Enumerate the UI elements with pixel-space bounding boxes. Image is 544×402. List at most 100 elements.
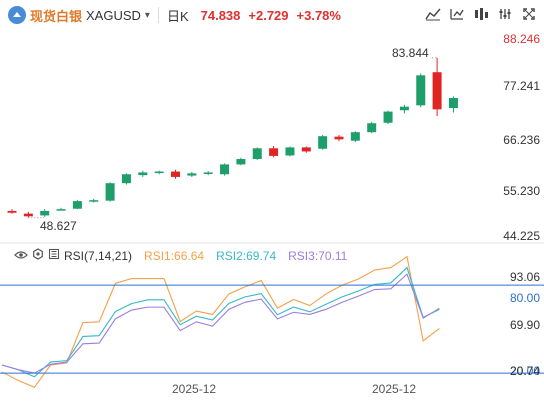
candle-body (318, 136, 328, 149)
rsi-axis-label: 80.00 (509, 291, 540, 305)
date-axis-label: 2025-12 (172, 382, 217, 396)
price-axis-label: 66.236 (503, 133, 540, 147)
candle-body (89, 200, 99, 202)
chart-icon[interactable] (48, 248, 60, 263)
price-chart[interactable] (0, 30, 544, 402)
toolbar-icons (424, 5, 538, 23)
candle (236, 157, 246, 166)
candle-body (367, 123, 377, 133)
candle-body (23, 213, 33, 217)
rsi1-value: RSI1:66.64 (144, 248, 205, 263)
date-axis-label: 2025-12 (372, 382, 417, 396)
candle (448, 96, 458, 113)
candle (285, 146, 295, 157)
candle-body (56, 209, 66, 211)
last-price: 74.838 (200, 7, 241, 23)
rsi-legend: RSI(7,14,21) RSI1:66.64 RSI2:69.74 RSI3:… (14, 248, 347, 263)
candle (318, 134, 328, 150)
candle-body (269, 148, 279, 156)
candle (301, 146, 311, 153)
rsi-line-rsi2 (1, 266, 440, 378)
candle (367, 121, 377, 134)
candle-body (220, 164, 230, 175)
candle-body (138, 172, 148, 176)
toolbar: 现货白银 XAGUSD ▾ 日K 74.838 +2.729 +3.78% (0, 0, 544, 30)
price-change: +2.729 (248, 7, 289, 23)
candle-body (154, 171, 164, 174)
candle (105, 182, 115, 202)
candle (383, 110, 393, 125)
rsi-reference-lines (0, 284, 544, 374)
low-price-label: 48.627 (40, 219, 77, 233)
candle (7, 209, 17, 214)
candle (72, 200, 82, 210)
candle (269, 146, 279, 158)
rsi2-value: RSI2:69.74 (216, 248, 277, 263)
rsi-label: RSI(7,14,21) (64, 248, 133, 263)
candle (138, 170, 148, 177)
candle-body (416, 75, 426, 106)
interval-selector[interactable]: 日K (166, 8, 189, 24)
candle (432, 57, 442, 117)
rsi-line-rsi1 (1, 255, 440, 388)
indicator-icon[interactable] (448, 5, 466, 23)
candle-body (448, 98, 458, 109)
candle (121, 173, 131, 185)
rsi-line-rsi3 (1, 273, 440, 374)
rsi-axis-label: 69.90 (509, 318, 540, 332)
candle (56, 207, 66, 211)
candle (399, 104, 409, 114)
candle (23, 211, 33, 218)
candle-body (187, 173, 197, 176)
candle (89, 198, 99, 203)
candle (350, 131, 360, 143)
high-price-label: 83.844 (392, 46, 429, 60)
price-axis-label: 77.241 (503, 79, 540, 93)
chevron-down-icon[interactable]: ▾ (144, 9, 150, 21)
candle-body (121, 174, 131, 184)
candle (220, 163, 230, 176)
instrument-name[interactable]: 现货白银 (30, 8, 83, 24)
candle (187, 172, 197, 177)
candle-body (399, 106, 409, 111)
price-axis-label: 44.225 (503, 229, 540, 243)
rsi-axis-label: 20.00 (509, 364, 540, 378)
price-axis-label: 88.246 (503, 32, 540, 46)
eye-icon[interactable] (14, 249, 28, 263)
candle-body (236, 159, 246, 165)
candlestick-series (7, 57, 458, 219)
candle-body (171, 171, 180, 177)
silver-logo-icon (8, 6, 26, 24)
candle-body (105, 183, 115, 201)
toolbar-divider (157, 7, 159, 23)
settings-icon[interactable] (32, 248, 44, 263)
candle-body (7, 210, 17, 213)
candle-body (40, 210, 50, 216)
rsi3-value: RSI3:70.11 (288, 248, 348, 263)
candle (334, 134, 344, 142)
candle-body (301, 147, 311, 152)
line-chart-icon[interactable] (424, 5, 442, 23)
fullscreen-icon[interactable] (520, 5, 538, 23)
candle (203, 171, 213, 176)
candle (252, 147, 262, 160)
candle-body (203, 172, 213, 174)
candle-body (72, 201, 82, 209)
instrument-symbol[interactable]: XAGUSD (86, 7, 141, 23)
candle (171, 169, 180, 179)
price-change-percent: +3.78% (296, 7, 341, 23)
candle-body (334, 136, 344, 140)
rsi-axis-label: 20.74 (509, 364, 540, 378)
rsi-series (1, 255, 440, 388)
compare-icon[interactable] (472, 5, 490, 23)
candle (40, 209, 50, 217)
candle-body (285, 147, 295, 156)
candle-body (432, 72, 442, 110)
candle-body (252, 148, 262, 160)
price-axis-label: 55.230 (503, 184, 540, 198)
rsi-axis-label: 93.06 (509, 270, 540, 284)
candle (416, 73, 426, 108)
candle-body (350, 132, 360, 141)
candle-body (383, 111, 393, 123)
settings-icon[interactable] (496, 5, 514, 23)
